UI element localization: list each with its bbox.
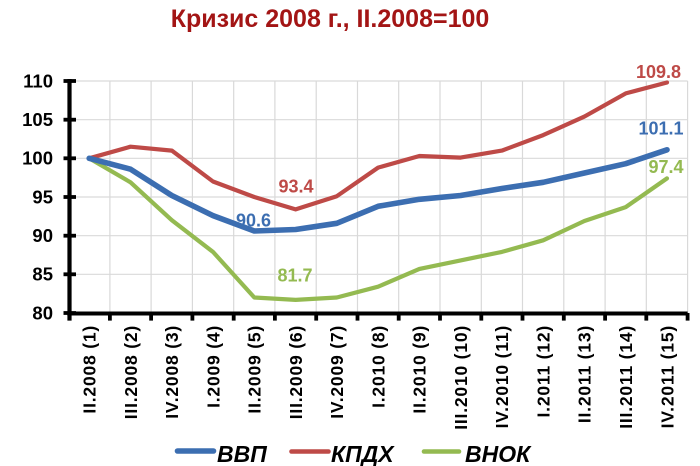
svg-text:95: 95 — [32, 186, 53, 207]
svg-text:КПДХ: КПДХ — [331, 441, 395, 466]
svg-text:Кризис 2008 г., II.2008=100: Кризис 2008 г., II.2008=100 — [171, 5, 490, 33]
svg-text:97.4: 97.4 — [648, 157, 683, 177]
svg-text:90.6: 90.6 — [236, 210, 271, 230]
svg-text:III.2008 (2): III.2008 (2) — [121, 325, 141, 419]
svg-text:II.2008 (1): II.2008 (1) — [80, 325, 100, 414]
svg-text:II.2009 (5): II.2009 (5) — [245, 325, 265, 414]
svg-text:II.2010 (9): II.2010 (9) — [410, 325, 430, 414]
svg-text:IV.2010 (11): IV.2010 (11) — [492, 325, 512, 428]
svg-text:I.2010 (8): I.2010 (8) — [368, 325, 388, 408]
svg-text:IV.2011 (15): IV.2011 (15) — [657, 325, 677, 428]
svg-text:IV.2008 (3): IV.2008 (3) — [162, 325, 182, 419]
svg-text:I.2009 (4): I.2009 (4) — [203, 325, 223, 408]
svg-text:I.2011 (12): I.2011 (12) — [534, 325, 554, 417]
svg-text:ВВП: ВВП — [217, 441, 267, 466]
svg-text:110: 110 — [23, 70, 53, 91]
svg-text:III.2011 (14): III.2011 (14) — [616, 325, 636, 429]
svg-text:80: 80 — [32, 302, 53, 323]
svg-text:81.7: 81.7 — [277, 265, 312, 285]
svg-text:III.2009 (6): III.2009 (6) — [286, 325, 306, 419]
svg-text:85: 85 — [32, 264, 53, 285]
svg-text:101.1: 101.1 — [638, 118, 683, 138]
svg-text:100: 100 — [22, 148, 53, 169]
svg-text:II.2011 (13): II.2011 (13) — [575, 325, 595, 423]
svg-text:ВНОК: ВНОК — [465, 441, 532, 466]
svg-text:93.4: 93.4 — [278, 176, 313, 196]
svg-text:IV.2009 (7): IV.2009 (7) — [327, 325, 347, 419]
svg-text:90: 90 — [32, 225, 53, 246]
svg-text:109.8: 109.8 — [636, 62, 681, 82]
svg-text:III.2010 (10): III.2010 (10) — [451, 325, 471, 430]
svg-text:105: 105 — [22, 109, 53, 130]
